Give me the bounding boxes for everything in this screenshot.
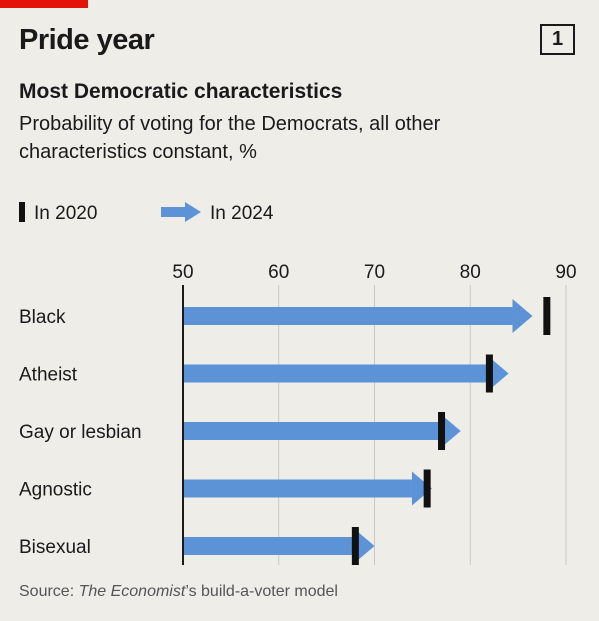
arrow-2024-shaft-black [183, 307, 513, 325]
source-publication: The Economist [78, 583, 186, 600]
legend-arrow-icon [161, 201, 201, 222]
legend-marker-icon [19, 201, 25, 222]
x-tick-label-90: 90 [555, 262, 576, 283]
arrow-2024-head-agnostic [411, 471, 432, 506]
chart-title: Pride year [19, 24, 155, 56]
category-label-black: Black [19, 307, 66, 328]
legend-label-2024: In 2024 [210, 203, 274, 224]
arrow-2024-shaft-bisexual [183, 537, 355, 555]
x-tick-label-60: 60 [268, 262, 289, 283]
arrow-2024-shaft-gay-or-lesbian [183, 422, 441, 440]
arrow-2024-head-gay-or-lesbian [440, 414, 461, 448]
arrow-2024-head-bisexual [354, 529, 375, 563]
category-label-agnostic: Agnostic [19, 480, 92, 501]
chart-description: Probability of voting for the Democrats,… [19, 113, 441, 163]
marker-2020-black [543, 297, 551, 335]
category-label-gay-or-lesbian: Gay or lesbian [19, 422, 142, 443]
chart-plot: 50 60 70 80 90 Black Atheist Gay or lesbian Agno… [19, 262, 577, 565]
brand-red-tag [0, 0, 88, 8]
legend-label-2020: In 2020 [34, 203, 98, 224]
x-tick-label-50: 50 [172, 262, 193, 283]
x-tick-label-70: 70 [364, 262, 385, 283]
source-note: Source: The Economist’s build-a-voter mo… [19, 583, 338, 601]
marker-2020-bisexual [351, 527, 359, 565]
category-label-bisexual: Bisexual [19, 537, 91, 558]
arrow-2024-shaft-agnostic [183, 479, 412, 498]
chart-subtitle: Most Democratic characteristics [19, 80, 343, 103]
arrow-2024-head-black [512, 299, 533, 333]
marker-2020-agnostic [423, 469, 431, 508]
legend-item-2020: In 2020 [19, 200, 97, 228]
marker-2020-atheist [485, 354, 493, 393]
x-tick-label-80: 80 [460, 262, 481, 283]
legend-item-2024: In 2024 [161, 200, 273, 228]
marker-2020-gay-or-lesbian [438, 412, 446, 450]
arrow-2024-shaft-atheist [183, 364, 489, 383]
arrow-2024-head-atheist [488, 356, 509, 391]
category-label-atheist: Atheist [19, 365, 78, 386]
source-suffix: ’s build-a-voter model [185, 583, 338, 600]
source-prefix: Source: [19, 583, 79, 600]
chart-number-badge: 1 [540, 24, 575, 55]
